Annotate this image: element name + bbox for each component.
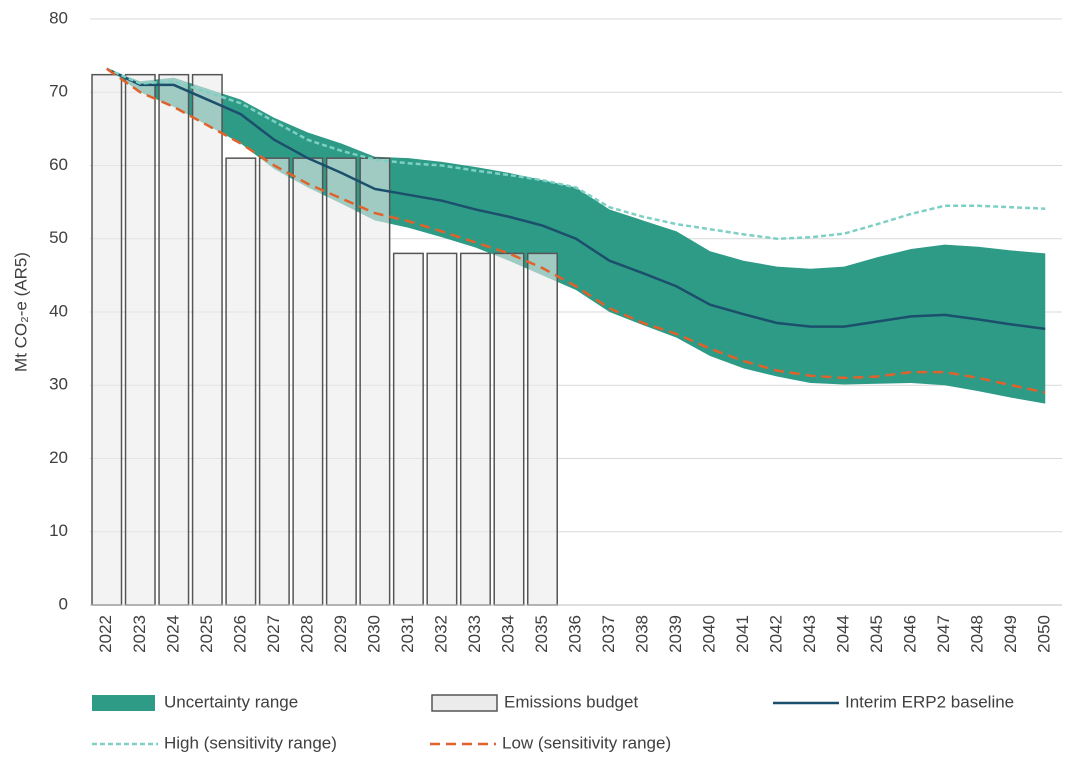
x-tick-label: 2036 <box>565 615 584 653</box>
x-tick-label: 2043 <box>800 615 819 653</box>
x-tick-label: 2035 <box>532 615 551 653</box>
y-tick-label: 70 <box>49 82 68 101</box>
x-tick-label: 2037 <box>599 615 618 653</box>
x-tick-label: 2024 <box>163 615 182 653</box>
x-tick-label: 2028 <box>297 615 316 653</box>
dashed-line <box>106 67 1046 241</box>
legend-label: Emissions budget <box>504 692 638 711</box>
x-tick-label: 2044 <box>834 615 853 653</box>
bar <box>459 252 491 606</box>
bar <box>91 73 123 606</box>
x-tick-label: 2023 <box>130 615 149 653</box>
bar <box>191 73 223 606</box>
x-tick-label: 2031 <box>398 615 417 653</box>
legend-label: Low (sensitivity range) <box>502 733 671 752</box>
x-tick-label: 2041 <box>733 615 752 653</box>
y-tick-label: 80 <box>49 8 68 27</box>
x-tick-label: 2022 <box>96 615 115 653</box>
bar <box>292 157 324 606</box>
legend-swatch <box>431 694 498 712</box>
bar <box>359 157 391 606</box>
bar <box>124 73 156 606</box>
y-tick-label: 40 <box>49 301 68 320</box>
x-tick-label: 2046 <box>901 615 920 653</box>
x-tick-label: 2039 <box>666 615 685 653</box>
x-tick-label: 2025 <box>197 615 216 653</box>
y-tick-label: 50 <box>49 228 68 247</box>
y-axis-label: Mt CO₂-e (AR5) <box>11 252 30 372</box>
legend-label: High (sensitivity range) <box>164 733 337 752</box>
x-tick-label: 2048 <box>968 615 987 653</box>
x-tick-label: 2026 <box>230 615 249 653</box>
x-tick-label: 2032 <box>431 615 450 653</box>
bar <box>158 73 190 606</box>
bar <box>426 252 458 606</box>
x-tick-label: 2045 <box>867 615 886 653</box>
bar <box>258 157 290 606</box>
dashed-line <box>106 67 1046 394</box>
line <box>106 67 1046 331</box>
x-tick-label: 2049 <box>1001 615 1020 653</box>
y-tick-label: 0 <box>59 594 68 613</box>
bar <box>526 252 558 606</box>
x-tick-label: 2027 <box>264 615 283 653</box>
x-tick-label: 2050 <box>1035 615 1054 653</box>
legend-label: Interim ERP2 baseline <box>845 692 1014 711</box>
legend-swatch <box>92 695 155 711</box>
bar <box>392 252 424 606</box>
legend-label: Uncertainty range <box>164 692 298 711</box>
bar <box>493 252 525 606</box>
uncertainty-band <box>106 68 1046 404</box>
x-tick-label: 2042 <box>767 615 786 653</box>
x-tick-label: 2029 <box>331 615 350 653</box>
y-tick-label: 20 <box>49 448 68 467</box>
x-tick-label: 2047 <box>934 615 953 653</box>
x-tick-label: 2038 <box>633 615 652 653</box>
y-tick-label: 60 <box>49 155 68 174</box>
y-tick-label: 10 <box>49 521 68 540</box>
x-tick-label: 2040 <box>700 615 719 653</box>
y-tick-label: 30 <box>49 375 68 394</box>
x-tick-label: 2030 <box>364 615 383 653</box>
x-tick-label: 2033 <box>465 615 484 653</box>
bar <box>225 157 257 606</box>
x-tick-label: 2034 <box>498 615 517 653</box>
bar <box>325 157 357 606</box>
